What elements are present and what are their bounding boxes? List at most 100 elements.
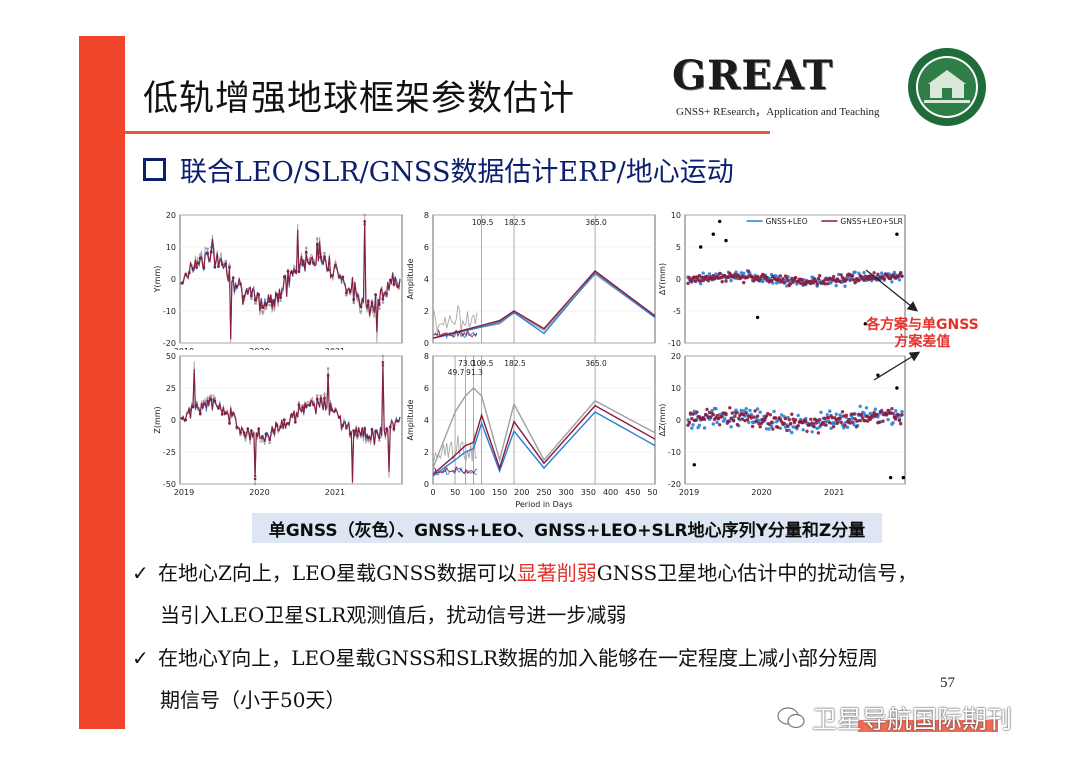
great-logo-subtitle: GNSS+ REsearch，Application and Teaching — [676, 106, 880, 118]
data-point — [363, 427, 366, 431]
callout-label: 各方案与单GNSS 方案差值 — [866, 317, 979, 351]
peak-label: 365.0 — [585, 218, 607, 227]
data-point — [301, 405, 304, 409]
gnss-leo-slr-point — [793, 418, 798, 422]
gnss-leo-slr-point — [818, 418, 822, 422]
gnss-leo-slr-point — [718, 271, 722, 276]
gnss-leo-slr-point — [745, 275, 750, 280]
data-point — [220, 412, 224, 416]
data-point — [374, 293, 377, 297]
left-accent-bar — [79, 36, 125, 729]
gnss-leo-slr-point — [762, 419, 766, 423]
data-point — [385, 427, 388, 431]
gnss-leo-slr-point — [814, 421, 818, 425]
gnss-leo-point — [843, 421, 847, 425]
gnss-leo-slr-point — [816, 431, 821, 435]
outlier-point — [718, 219, 722, 224]
data-point — [378, 303, 381, 307]
gnss-leo-slr-point — [737, 274, 741, 278]
gnss-leo-point — [815, 426, 819, 431]
outlier-point — [724, 238, 728, 243]
data-point — [363, 220, 366, 223]
data-point — [286, 422, 290, 425]
gnss-leo-slr-point — [693, 418, 698, 423]
gnss-leo-slr-point — [729, 416, 733, 421]
gnss-leo-slr-point — [744, 411, 748, 415]
y-axis-label: ΔY(mm) — [658, 263, 667, 295]
gnss-leo-slr-point — [872, 411, 876, 415]
gnss-leo-slr-point — [709, 415, 713, 419]
figure-caption: 单GNSS（灰色）、GNSS+LEO、GNSS+LEO+SLR地心序列Y分量和Z… — [252, 513, 882, 543]
gnss-leo-point — [843, 284, 847, 288]
data-point — [213, 265, 217, 269]
gnss-leo-slr-point — [783, 416, 788, 421]
gnss-leo-slr-point — [797, 277, 802, 281]
gnss-leo-slr-point — [786, 278, 790, 283]
gnss-leo-slr-point — [740, 274, 745, 279]
data-point — [242, 295, 246, 299]
data-point — [308, 261, 312, 264]
gnss-leo-point — [691, 423, 695, 427]
y-tick-label: 2 — [424, 448, 429, 457]
series-gnss-leo-slr-line — [432, 404, 656, 475]
data-point — [235, 425, 239, 429]
y-tick-label: 4 — [424, 275, 429, 284]
data-point — [217, 406, 220, 410]
x-tick-label: 100 — [470, 488, 485, 497]
data-point — [228, 422, 231, 425]
section-heading-text: 联合LEO/SLR/GNSS数据估计ERP/地心运动 — [180, 157, 734, 188]
data-point — [312, 402, 315, 406]
gnss-leo-slr-point — [828, 421, 832, 425]
gnss-leo-slr-point — [838, 417, 842, 421]
data-point — [367, 436, 370, 439]
data-point — [304, 405, 308, 408]
gnss-leo-point — [801, 428, 805, 432]
data-point — [188, 408, 191, 412]
series-gnss-leo-slr-line-short — [433, 465, 478, 475]
gnss-leo-point — [769, 424, 774, 428]
data-point — [326, 367, 330, 370]
gnss-leo-slr-point — [702, 417, 707, 421]
gnss-leo-point — [699, 282, 703, 286]
data-point — [261, 306, 264, 309]
gnss-leo-slr-point — [800, 278, 804, 282]
gnss-leo-slr-point — [790, 276, 794, 281]
data-point — [319, 397, 323, 400]
data-point — [264, 433, 268, 436]
data-point — [389, 425, 392, 429]
data-point — [195, 265, 198, 269]
gnss-leo-slr-point — [747, 269, 751, 274]
gnss-leo-slr-point — [875, 413, 879, 417]
y-tick-label: -10 — [163, 307, 176, 316]
data-point — [206, 399, 209, 402]
gnss-leo-slr-point — [690, 417, 694, 421]
x-tick-label: 2020 — [249, 347, 269, 350]
data-point — [283, 418, 286, 421]
gnss-leo-slr-point — [691, 412, 695, 416]
gnss-leo-slr-point — [897, 418, 902, 423]
data-point — [209, 394, 213, 398]
data-point — [345, 291, 348, 295]
gnss-leo-point — [894, 409, 898, 413]
gnss-leo-slr-point — [861, 416, 865, 420]
gnss-leo-point — [829, 426, 833, 430]
y-tick-label: 20 — [671, 352, 681, 361]
gnss-leo-slr-point — [867, 277, 871, 281]
gnss-leo-slr-point — [881, 419, 885, 423]
gnss-leo-point — [774, 281, 779, 285]
data-point — [356, 436, 359, 440]
data-point — [217, 264, 220, 268]
data-point — [337, 275, 341, 278]
data-point — [199, 412, 202, 416]
gnss-leo-slr-point — [754, 419, 759, 424]
gnss-leo-point — [702, 426, 707, 430]
gnss-leo-slr-point — [791, 279, 795, 284]
gnss-leo-point — [834, 283, 838, 288]
gnss-leo-slr-point — [688, 411, 693, 415]
gnss-leo-slr-point — [839, 273, 843, 277]
gnss-leo-slr-point — [705, 274, 709, 279]
data-point — [246, 427, 250, 431]
gnss-leo-point — [761, 279, 765, 284]
gnss-leo-point — [772, 409, 776, 414]
gnss-leo-slr-point — [812, 417, 817, 421]
